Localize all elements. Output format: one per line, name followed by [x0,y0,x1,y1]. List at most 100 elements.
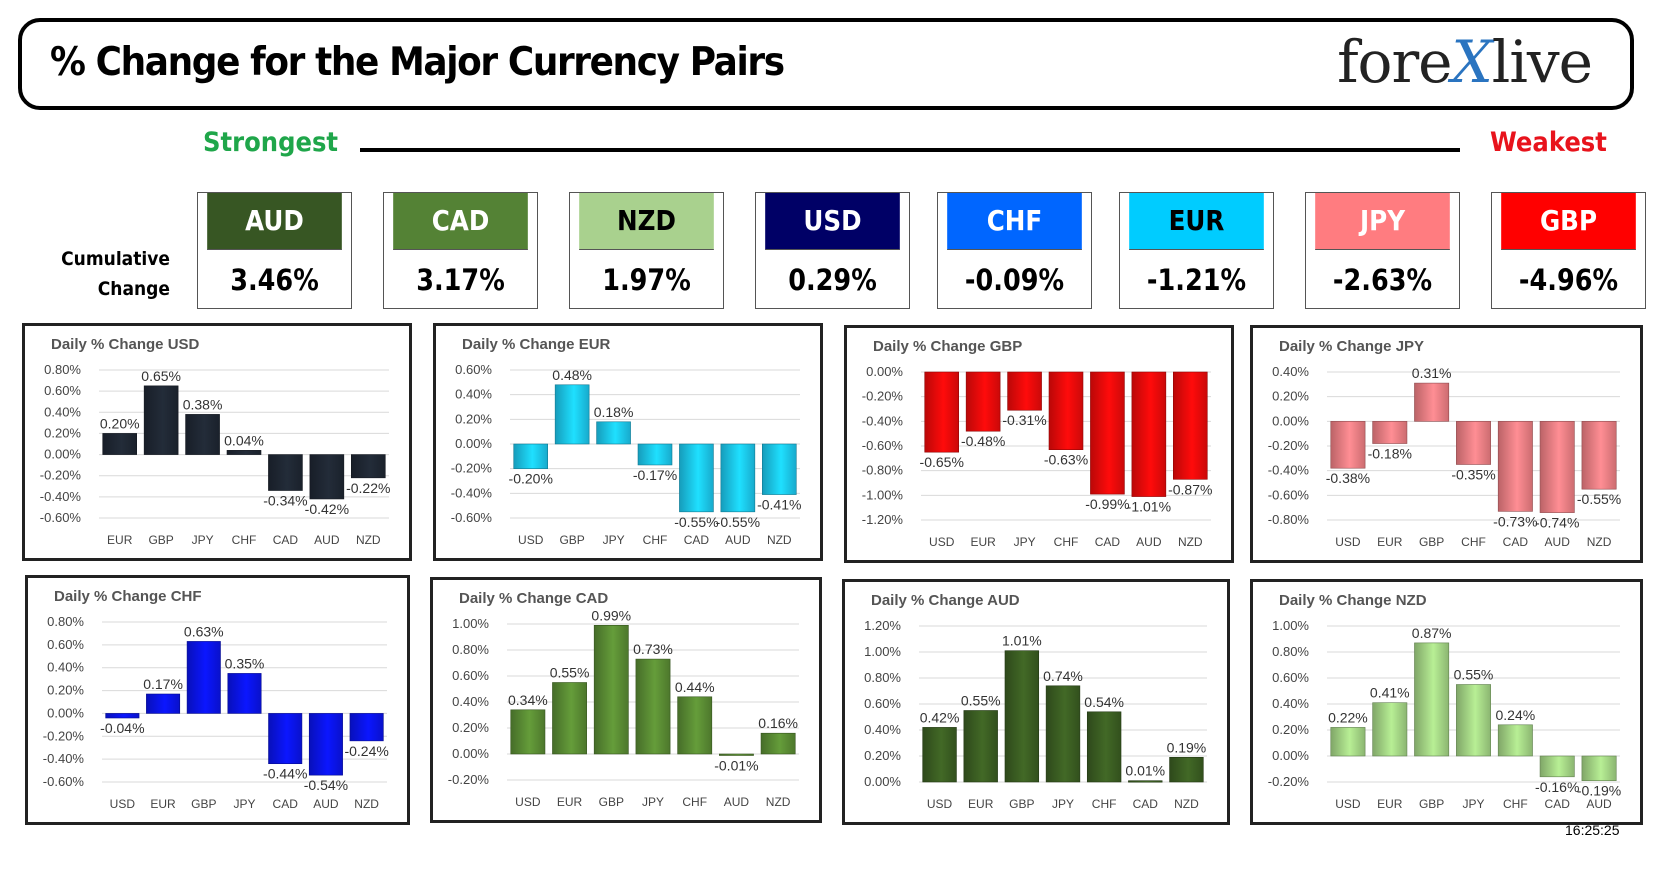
bar-value-label: -0.63% [1044,452,1088,468]
chart-panel-2: Daily % Change EUR 0.60% 0.40% 0.20% 0.00% -0… [433,323,823,561]
strength-scale-line [360,148,1460,152]
x-category-label: EUR [970,535,996,549]
bar [102,433,137,455]
x-category-label: CAD [1133,797,1159,811]
bar-value-label: -0.42% [305,501,349,517]
bar [635,658,671,755]
y-tick-label: -0.80% [862,463,904,478]
x-category-label: NZD [356,533,381,547]
bar [760,732,796,755]
currency-code: NZD [579,193,714,250]
x-category-label: CAD [1545,797,1571,811]
y-tick-label: -0.20% [1268,438,1310,453]
x-category-label: USD [1335,797,1361,811]
bar [554,384,590,445]
bar [185,414,220,455]
bar [922,727,957,783]
bar [143,385,179,455]
x-category-label: CHF [1461,535,1486,549]
x-category-label: AUD [1545,535,1571,549]
currency-code: CHF [947,193,1082,250]
x-category-label: CHF [643,533,668,547]
bar [1045,685,1081,783]
bar-value-label: -0.19% [1577,783,1621,799]
x-category-label: CHF [1503,797,1528,811]
x-category-label: JPY [192,533,214,547]
x-category-label: CHF [1092,797,1117,811]
y-tick-label: 0.00% [47,705,84,720]
bar-value-label: -0.04% [100,720,144,736]
y-tick-label: 0.40% [1272,364,1309,379]
bar-value-label: -0.22% [346,480,390,496]
bar [593,624,629,755]
bar-value-label: 0.63% [184,623,224,639]
bar-value-label: 0.99% [591,607,631,623]
bar-value-label: -0.17% [633,467,677,483]
bar [268,713,303,765]
currency-cumulative-value: 3.46% [230,263,319,297]
x-category-label: USD [927,797,953,811]
currency-cumulative-value: -0.09% [964,263,1065,297]
chart-title: Daily % Change EUR [462,336,611,353]
bar [349,713,384,742]
bar-value-label: 0.16% [758,715,798,731]
currency-box-nzd: NZD 1.97% [569,192,724,309]
currency-box-chf: CHF -0.09% [937,192,1092,309]
bar-value-label: -0.99% [1085,496,1129,512]
bar [105,713,140,719]
bar-value-label: -0.35% [1451,467,1495,483]
y-tick-label: -0.20% [862,389,904,404]
bar [350,454,386,479]
bar [186,641,221,714]
bar-chart-svg: Daily % Change GBP 0.00% -0.20% -0.40% -0.60… [862,338,1213,549]
y-tick-label: -0.20% [448,772,490,787]
x-category-label: GBP [599,795,624,809]
bar [1456,421,1491,465]
currency-code: USD [765,193,900,250]
weakest-label: Weakest [1490,127,1607,158]
bar-value-label: 0.31% [1412,365,1452,381]
chart-title: Daily % Change AUD [871,592,1020,609]
x-category-label: CAD [273,797,299,811]
bar [1372,702,1408,757]
x-category-label: JPY [1462,797,1484,811]
x-category-label: GBP [1009,797,1034,811]
bar-value-label: 0.87% [1412,625,1452,641]
y-tick-label: -0.60% [862,438,904,453]
y-tick-label: -0.60% [40,510,82,525]
bar-value-label: 0.42% [920,709,960,725]
bar-value-label: 0.73% [633,641,673,657]
bar-value-label: -0.31% [1002,412,1046,428]
y-tick-label: 0.60% [455,362,492,377]
bar-value-label: -0.44% [263,766,307,782]
bar [227,673,262,714]
y-tick-label: 0.00% [864,774,901,789]
bar-value-label: 0.34% [508,692,548,708]
bar-value-label: -0.01% [714,758,758,774]
bar-value-label: 0.24% [1496,707,1536,723]
chart-panel-3: Daily % Change GBP 0.00% -0.20% -0.40% -0.60… [844,325,1234,563]
bar-chart-svg: Daily % Change NZD 1.00% 0.80% 0.60% 0.40% 0.… [1268,592,1621,811]
bar-value-label: -0.48% [961,433,1005,449]
y-tick-label: -0.40% [1268,463,1310,478]
bar-value-label: 0.54% [1084,694,1124,710]
y-tick-label: -0.40% [40,489,82,504]
bar-value-label: -0.54% [304,777,348,793]
y-tick-label: 0.00% [866,364,903,379]
bar-value-label: 0.22% [1328,709,1368,725]
y-tick-label: 0.20% [455,411,492,426]
bar-value-label: -0.24% [344,743,388,759]
y-tick-label: 1.20% [864,618,901,633]
bar-value-label: -0.34% [263,493,307,509]
x-category-label: NZD [766,795,791,809]
x-category-label: EUR [150,797,176,811]
bar [1456,684,1491,757]
chart-title: Daily % Change JPY [1279,338,1424,355]
chart-panel-4: Daily % Change JPY 0.40% 0.20% 0.00% -0.20% -… [1250,325,1643,563]
currency-box-jpy: JPY -2.63% [1305,192,1460,309]
x-category-label: EUR [968,797,994,811]
bar-value-label: 0.04% [224,432,264,448]
y-tick-label: 0.40% [47,660,84,675]
y-tick-label: 1.00% [1272,618,1309,633]
x-category-label: CHF [682,795,707,809]
